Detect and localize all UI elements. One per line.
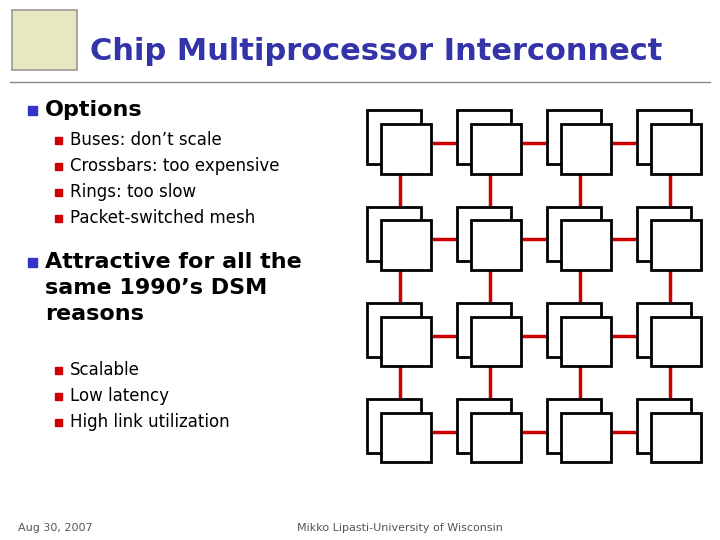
Bar <box>547 399 601 453</box>
Text: reasons: reasons <box>45 304 144 324</box>
Bar <box>381 220 431 270</box>
Bar <box>471 124 521 174</box>
Bar <box>55 163 62 170</box>
Text: Crossbars: too expensive: Crossbars: too expensive <box>70 157 279 175</box>
Text: same 1990’s DSM: same 1990’s DSM <box>45 278 267 298</box>
Bar <box>55 393 62 400</box>
Bar <box>637 206 691 260</box>
Bar <box>55 214 62 221</box>
Text: Chip Multiprocessor Interconnect: Chip Multiprocessor Interconnect <box>90 37 662 66</box>
Bar <box>381 413 431 462</box>
Bar <box>381 124 431 174</box>
Bar <box>471 413 521 462</box>
Text: Buses: don’t scale: Buses: don’t scale <box>70 131 222 149</box>
Text: Aug 30, 2007: Aug 30, 2007 <box>18 523 93 533</box>
Text: Packet-switched mesh: Packet-switched mesh <box>70 209 256 227</box>
Bar <box>547 206 601 260</box>
Bar <box>457 303 511 357</box>
Bar <box>561 220 611 270</box>
Bar <box>367 303 421 357</box>
Text: Mikko Lipasti-University of Wisconsin: Mikko Lipasti-University of Wisconsin <box>297 523 503 533</box>
Bar <box>471 220 521 270</box>
Bar <box>55 188 62 195</box>
Bar <box>457 110 511 164</box>
Text: cow: cow <box>36 37 53 46</box>
Bar <box>381 317 431 366</box>
Bar <box>651 220 701 270</box>
Bar <box>547 303 601 357</box>
Text: Scalable: Scalable <box>70 361 140 379</box>
Bar <box>457 399 511 453</box>
Bar <box>637 399 691 453</box>
Bar <box>561 124 611 174</box>
Text: Options: Options <box>45 100 143 120</box>
Bar <box>367 110 421 164</box>
Bar <box>561 317 611 366</box>
Bar <box>55 137 62 144</box>
Bar <box>471 317 521 366</box>
Text: High link utilization: High link utilization <box>70 413 230 431</box>
Bar <box>651 317 701 366</box>
Bar <box>651 124 701 174</box>
Bar <box>547 110 601 164</box>
Bar <box>637 110 691 164</box>
Text: Low latency: Low latency <box>70 387 169 405</box>
Text: Attractive for all the: Attractive for all the <box>45 252 302 272</box>
Bar <box>367 399 421 453</box>
Bar <box>367 206 421 260</box>
Bar <box>28 105 37 114</box>
Text: Rings: too slow: Rings: too slow <box>70 183 196 201</box>
Bar <box>561 413 611 462</box>
Bar <box>55 418 62 426</box>
Bar <box>28 258 37 267</box>
Bar <box>637 303 691 357</box>
Bar <box>55 367 62 374</box>
Bar <box>651 413 701 462</box>
Bar <box>457 206 511 260</box>
Bar <box>12 10 77 70</box>
